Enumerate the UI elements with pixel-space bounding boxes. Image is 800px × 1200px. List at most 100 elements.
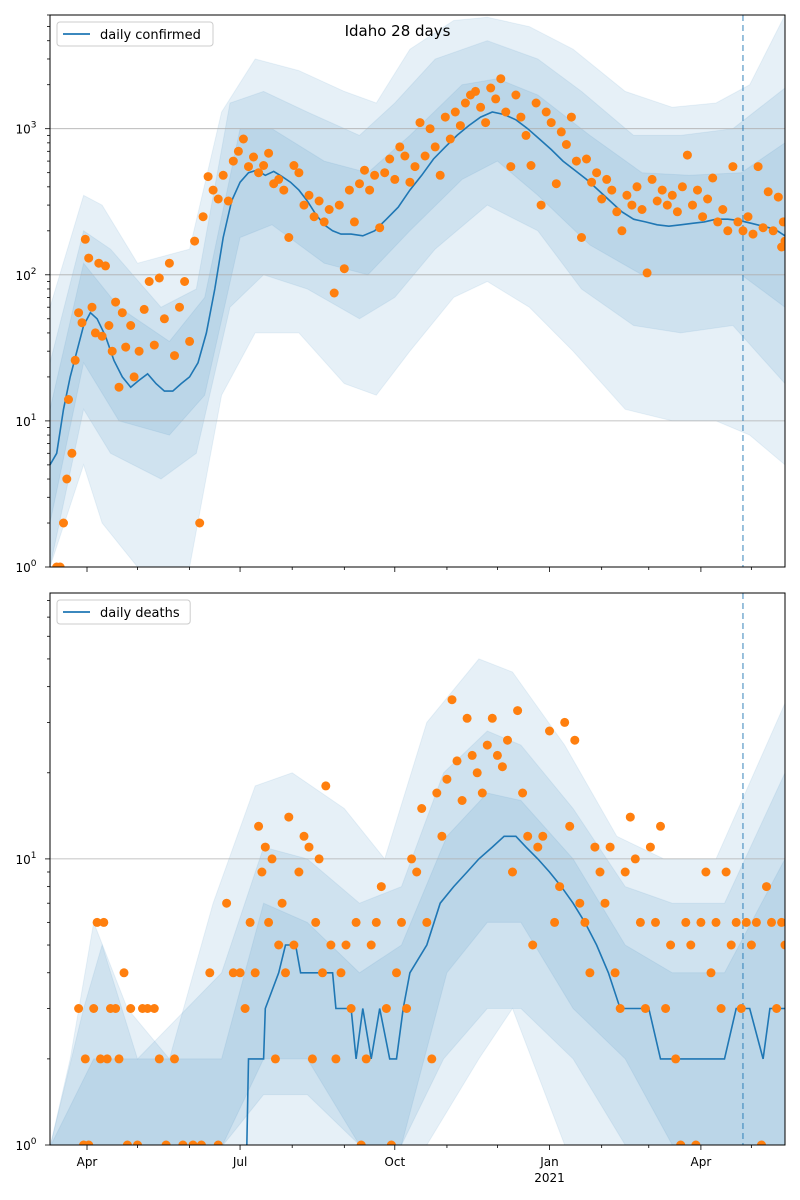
- data-point: [477, 788, 487, 798]
- data-point: [521, 130, 531, 140]
- data-point: [452, 756, 462, 766]
- y-tick-label: 101: [15, 413, 36, 429]
- uncertainty-band-3: [50, 792, 785, 1145]
- data-point: [380, 168, 390, 178]
- model-line: [50, 111, 785, 466]
- y-tick-exponent: 3: [31, 121, 37, 131]
- data-point: [708, 173, 718, 183]
- data-point: [405, 177, 415, 187]
- data-point: [565, 821, 575, 831]
- data-point: [487, 713, 497, 723]
- data-point: [365, 185, 375, 195]
- data-point: [149, 1004, 159, 1013]
- data-point: [80, 234, 90, 244]
- data-point: [170, 351, 179, 361]
- data-point: [356, 1140, 366, 1145]
- data-point: [677, 182, 687, 192]
- data-point: [376, 882, 386, 892]
- data-point: [481, 118, 491, 128]
- data-point: [758, 223, 768, 233]
- data-point: [70, 355, 80, 365]
- data-point: [736, 1004, 746, 1013]
- data-point: [154, 273, 164, 283]
- data-point: [580, 917, 590, 927]
- data-point: [402, 1004, 412, 1013]
- data-point: [427, 1054, 437, 1064]
- data-point: [457, 796, 467, 805]
- data-point: [676, 1140, 686, 1145]
- data-point: [442, 774, 452, 784]
- data-point: [410, 162, 420, 172]
- data-point: [513, 706, 523, 716]
- data-point: [336, 968, 346, 978]
- data-point: [346, 1004, 356, 1013]
- data-point: [329, 288, 339, 298]
- data-point: [585, 968, 595, 978]
- data-point: [121, 342, 131, 352]
- data-point: [718, 205, 728, 214]
- data-point: [575, 898, 585, 908]
- data-point: [299, 831, 309, 841]
- x-axis: [86, 567, 752, 572]
- data-point: [592, 168, 602, 178]
- data-point: [751, 917, 761, 927]
- data-point: [450, 107, 460, 117]
- data-point: [111, 1004, 121, 1013]
- data-point: [397, 917, 406, 927]
- data-point: [102, 1054, 112, 1064]
- data-point: [104, 321, 114, 330]
- data-point: [570, 735, 580, 745]
- data-point: [531, 98, 541, 108]
- data-point: [254, 821, 264, 831]
- data-point: [185, 336, 195, 346]
- data-point: [309, 212, 319, 222]
- y-tick-exponent: 0: [31, 559, 37, 569]
- data-point: [637, 205, 647, 214]
- data-point: [307, 1054, 317, 1064]
- y-tick-base: 10: [15, 123, 30, 137]
- data-point: [711, 917, 721, 927]
- data-point: [607, 185, 617, 195]
- data-point: [412, 867, 422, 877]
- y-tick-label: 102: [15, 267, 36, 283]
- data-point: [96, 1054, 105, 1064]
- data-point: [279, 185, 289, 195]
- data-point: [395, 142, 405, 152]
- data-point: [64, 395, 73, 404]
- data-point: [203, 172, 213, 182]
- data-point: [555, 882, 565, 892]
- data-point: [528, 940, 538, 950]
- data-point: [334, 200, 344, 210]
- data-point: [516, 112, 526, 122]
- data-point: [407, 854, 417, 864]
- data-point: [314, 196, 324, 206]
- data-point: [767, 917, 776, 927]
- data-point: [218, 170, 228, 180]
- data-point: [149, 340, 159, 350]
- plot-area: [50, 593, 785, 1145]
- data-point: [90, 328, 100, 338]
- axes-frame: [49, 592, 786, 1146]
- data-point: [139, 304, 149, 314]
- data-point: [482, 740, 492, 750]
- data-point: [107, 346, 117, 356]
- data-point: [460, 98, 470, 108]
- data-point: [62, 474, 72, 484]
- data-point: [392, 968, 401, 978]
- data-point: [281, 968, 290, 978]
- data-point: [642, 268, 652, 278]
- x-tick-label: Jan: [539, 1155, 559, 1169]
- data-point: [538, 831, 548, 841]
- data-point: [691, 1140, 701, 1145]
- data-point: [551, 179, 561, 189]
- y-tick-exponent: 1: [31, 851, 37, 861]
- data-point: [728, 162, 738, 172]
- data-point: [501, 107, 511, 117]
- data-point: [80, 1054, 90, 1064]
- data-point: [671, 1054, 681, 1064]
- legend-label: daily confirmed: [100, 28, 201, 43]
- data-point: [422, 917, 432, 927]
- data-point: [119, 968, 129, 978]
- data-point: [274, 940, 284, 950]
